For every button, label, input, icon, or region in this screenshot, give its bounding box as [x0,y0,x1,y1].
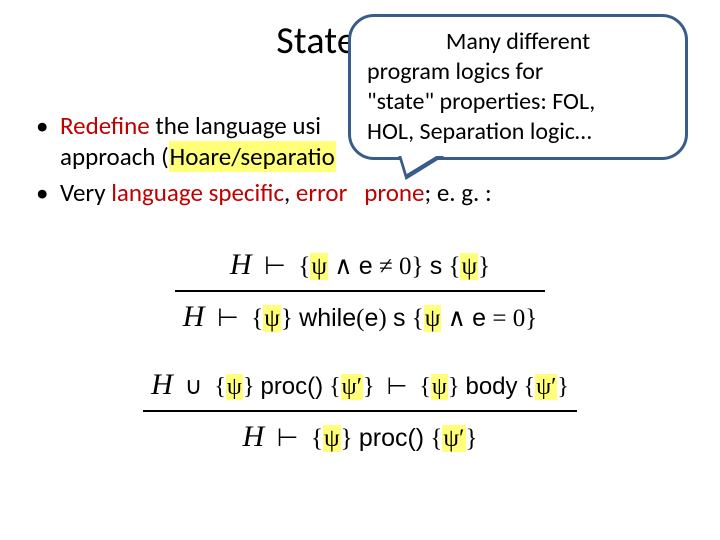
r2-rb2: } [363,374,375,400]
sym-eq-b: = [492,305,506,332]
math-area: H ⊢ {ψ ∧ e ≠ 0} s {ψ} H ⊢ {ψ} while(e) s… [0,240,720,480]
callout-line-1: Many different [367,27,669,57]
r2-H: H [151,368,173,401]
sym-zero: 0 [399,253,412,280]
sym-e-b: e [364,304,378,332]
bullet-list: Redefine the language usi approach (Hoar… [34,110,684,212]
sym-lb-b2: { [412,305,424,332]
rule2-premise: H ∪ {ψ} proc() {ψ′} ⊢ {ψ} body {ψ′} [143,366,577,404]
bullet-1-mid: the language usi [150,110,321,141]
sym-rb: } [411,253,423,280]
bullet-1-line2-pre: approach ( [60,141,169,172]
sym-e: e [359,252,373,280]
sym-s-b: s [393,304,406,332]
bullet-2-pre: Very [60,177,111,208]
sym-and-b: ∧ [448,305,466,332]
r2-psi2: ψ [431,374,448,400]
r2-cup: ∪ [185,374,203,400]
rule2-conclusion: H ⊢ {ψ} proc() {ψ′} [143,418,577,456]
r2-proc: proc() [260,373,323,400]
callout-tail-inner [395,156,437,174]
sym-e-b2: e [472,304,486,332]
sym-psi-b: ψ [263,305,281,332]
r2b-psi: ψ [323,425,341,452]
callout-line-2: program logics for [367,57,669,87]
sym-H-b: H [183,300,205,333]
sym-psi-b2: ψ [424,305,442,332]
sym-turnstile: ⊢ [264,253,286,280]
sym-rb-b2: } [525,305,537,332]
rule1-line [175,290,545,292]
slide: State-of-th Many different program logic… [0,0,720,540]
inference-rule-proc: H ∪ {ψ} proc() {ψ′} ⊢ {ψ} body {ψ′} H ⊢ … [143,366,577,456]
r2b-lb2: { [430,425,442,452]
sym-H: H [230,248,252,281]
sym-while: while [299,304,356,332]
inference-rule-while: H ⊢ {ψ ∧ e ≠ 0} s {ψ} H ⊢ {ψ} while(e) s… [175,246,545,336]
bullet-2-mid: , [284,177,296,208]
bullet-2-em2b: prone [364,177,424,208]
r2-rb4: } [557,374,569,400]
sym-and: ∧ [334,253,352,280]
r2-psi: ψ [226,374,243,400]
sym-lb: { [298,253,310,280]
sym-zero-b: 0 [513,305,526,332]
r2-psip2: ψ′ [535,374,557,400]
r2-lb: { [214,374,226,400]
r2b-proc: proc() [359,424,424,452]
sym-rb-b: } [281,305,293,332]
rule1-premise: H ⊢ {ψ ∧ e ≠ 0} s {ψ} [175,246,545,284]
bullet-2-em1: language specific [111,177,284,208]
r2-lb4: { [524,374,536,400]
r2-lb2: { [329,374,341,400]
sym-s: s [430,252,443,280]
sym-psi: ψ [310,253,328,280]
r2-rb: } [243,374,255,400]
rule1-conclusion: H ⊢ {ψ} while(e) s {ψ ∧ e = 0} [175,298,545,336]
r2-body: body [465,373,517,400]
sym-rb2: } [478,253,490,280]
r2b-psip: ψ′ [442,425,465,452]
r2-lb3: { [419,374,431,400]
r2b-rb2: } [466,425,478,452]
r2b-H: H [242,420,264,453]
sym-lb-b: { [251,305,263,332]
r2-rb3: } [448,374,460,400]
bullet-2: Very language specific, error prone; e. … [34,177,684,208]
sym-psi2: ψ [460,253,478,280]
bullet-2-em2a: error [296,177,347,208]
sym-neq: ≠ [379,253,393,280]
sym-turnstile-b: ⊢ [217,305,239,332]
bullet-2-post: ; e. g. : [424,177,491,208]
bullet-1-line2-hl: Hoare/separatio [169,141,336,172]
r2b-rb: } [341,425,353,452]
r2-psip: ψ′ [341,374,363,400]
bullet-1: Redefine the language usi approach (Hoar… [34,110,684,173]
r2b-lb: { [311,425,323,452]
bullet-1-redword: Redefine [60,110,150,141]
r2-turnstile: ⊢ [386,374,407,400]
sym-lb2: { [448,253,460,280]
rule2-line [143,410,577,412]
r2b-turnstile: ⊢ [277,425,299,452]
